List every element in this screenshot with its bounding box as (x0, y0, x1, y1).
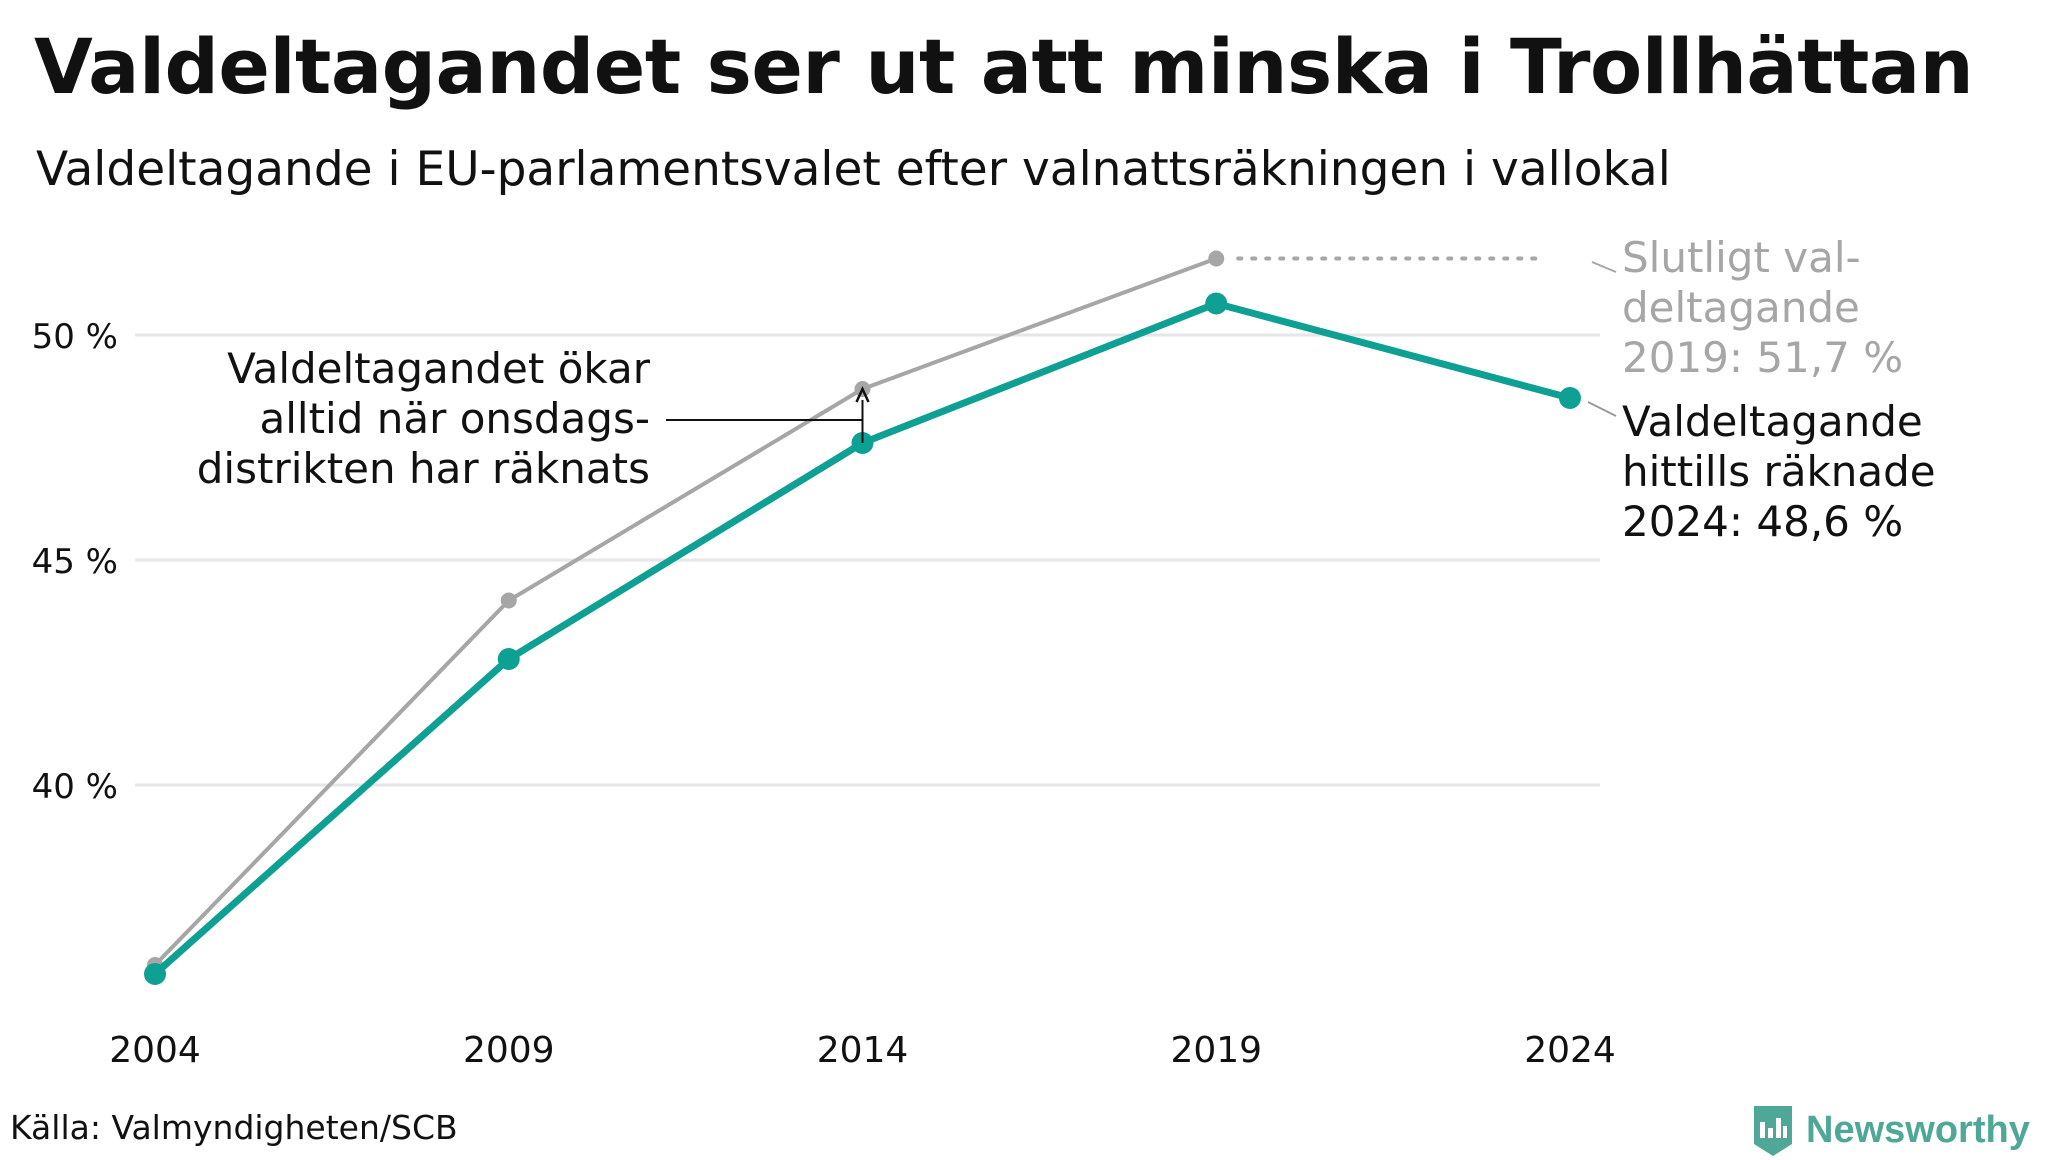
data-point-final (500, 592, 517, 609)
y-tick-label: 50 % (32, 317, 118, 357)
data-point-counted (497, 648, 520, 670)
final-label-line: deltagande (1622, 283, 1860, 332)
data-point-counted (1559, 387, 1581, 409)
source-note: Källa: Valmyndigheten/SCB (10, 1108, 458, 1147)
data-point-final (1208, 250, 1225, 267)
data-point-counted (1205, 292, 1228, 315)
counted-label-line: Valdeltagande (1622, 397, 1923, 446)
chart-subtitle: Valdeltagande i EU-parlamentsvalet efter… (36, 142, 1671, 197)
data-point-counted (144, 963, 166, 985)
y-tick-label: 40 % (32, 767, 118, 807)
chart-title: Valdeltagandet ser ut att minska i Troll… (34, 22, 1974, 111)
line-chart: 40 % 45 % 50 % 2004 2009 2014 2019 2024 Slutli… (32, 233, 1936, 1071)
x-tick-label: 2004 (109, 1030, 201, 1071)
leader-line (1587, 401, 1617, 417)
brand-logo: Newsworthy (1750, 1100, 2030, 1160)
brand-name: Newsworthy (1806, 1108, 2030, 1151)
note-arrow-head (855, 386, 870, 403)
note-line: Valdeltagandet ökar (227, 344, 651, 393)
series-line-final (153, 256, 1219, 967)
note-line: distrikten har räknats (197, 444, 650, 493)
final-label-line: 2019: 51,7 % (1622, 333, 1903, 382)
note-arrow-line (666, 419, 864, 443)
note-line: alltid när onsdags- (260, 394, 651, 443)
y-tick-label: 45 % (32, 542, 118, 582)
leader-line (1591, 261, 1617, 273)
final-label-line: Slutligt val- (1622, 233, 1861, 282)
x-tick-label: 2009 (463, 1030, 555, 1071)
x-tick-label: 2024 (1524, 1030, 1616, 1071)
newsworthy-logo-icon (1754, 1106, 1792, 1156)
x-tick-label: 2019 (1170, 1030, 1262, 1071)
x-tick-label: 2014 (817, 1030, 909, 1071)
counted-label-line: hittills räknade (1622, 447, 1936, 496)
counted-label-line: 2024: 48,6 % (1622, 497, 1903, 546)
